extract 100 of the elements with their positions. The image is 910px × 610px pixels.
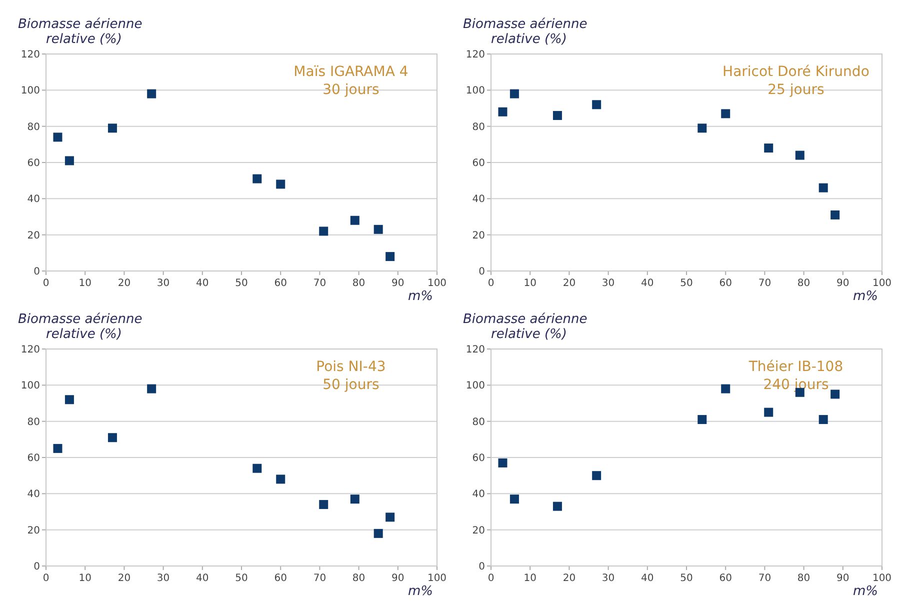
y-tick-label: 60 bbox=[27, 453, 40, 464]
point bbox=[252, 174, 262, 184]
text: 30 jours bbox=[322, 82, 380, 98]
y-tick-label: 100 bbox=[20, 380, 40, 392]
point bbox=[53, 132, 62, 142]
y-tick-label: 20 bbox=[27, 230, 40, 242]
point bbox=[374, 224, 383, 234]
x-tick-label: 20 bbox=[562, 573, 576, 584]
point bbox=[498, 458, 508, 468]
text: Pois NI-43 bbox=[316, 359, 386, 375]
y-tick-label: 80 bbox=[472, 122, 485, 133]
point bbox=[108, 433, 117, 442]
x-tick-label: 100 bbox=[427, 573, 447, 584]
point bbox=[818, 415, 828, 424]
point bbox=[108, 124, 117, 133]
y-tick-label: 0 bbox=[34, 562, 40, 572]
y-axis-title: Biomasse aérienne relative (%) bbox=[18, 17, 142, 47]
point bbox=[818, 183, 828, 192]
y-tick-label: 0 bbox=[34, 266, 40, 278]
x-tick-label: 10 bbox=[78, 573, 92, 584]
y-tick-label: 100 bbox=[466, 380, 485, 392]
x-tick-label: 60 bbox=[719, 573, 732, 584]
x-tick-label: 70 bbox=[313, 573, 326, 584]
x-tick-label: 10 bbox=[524, 573, 536, 584]
point bbox=[721, 109, 730, 118]
y-axis-title: Biomasse aérienne relative (%) bbox=[463, 17, 588, 47]
point bbox=[350, 216, 360, 225]
y-tick-label: 100 bbox=[466, 86, 485, 97]
point bbox=[552, 110, 562, 120]
point bbox=[252, 464, 262, 473]
y-tick-label: 0 bbox=[478, 562, 485, 572]
x-tick-label: 60 bbox=[719, 278, 732, 289]
x-tick-label: 50 bbox=[680, 278, 693, 289]
y-tick-label: 120 bbox=[20, 50, 40, 60]
point bbox=[830, 390, 840, 399]
x-axis-title: m% bbox=[852, 289, 878, 304]
x-tick-label: 100 bbox=[872, 573, 892, 584]
point bbox=[830, 210, 840, 220]
y-tick-label: 20 bbox=[472, 230, 485, 242]
point bbox=[350, 494, 360, 504]
y-tick-label: 80 bbox=[27, 416, 40, 428]
y-tick-label: 120 bbox=[466, 344, 485, 356]
point bbox=[319, 226, 328, 236]
point bbox=[510, 494, 519, 504]
y-tick-label: 60 bbox=[472, 158, 485, 169]
text: Maïs IGARAMA 4 bbox=[294, 64, 408, 80]
point bbox=[386, 512, 395, 522]
text: Haricot Doré Kirundo bbox=[722, 64, 870, 80]
x-axis-title: m% bbox=[408, 584, 433, 599]
x-tick-label: 50 bbox=[680, 573, 693, 584]
point bbox=[374, 528, 383, 538]
x-tick-label: 20 bbox=[562, 278, 576, 289]
x-tick-label: 60 bbox=[274, 573, 287, 584]
x-tick-label: 20 bbox=[118, 573, 131, 584]
y-axis-title: Biomasse aérienne relative (%) bbox=[18, 312, 142, 342]
point bbox=[592, 471, 602, 480]
point bbox=[64, 395, 74, 404]
x-tick-label: 40 bbox=[641, 573, 654, 584]
point bbox=[698, 124, 707, 133]
x-tick-label: 80 bbox=[797, 278, 810, 289]
point bbox=[319, 500, 328, 510]
x-tick-label: 0 bbox=[488, 278, 494, 289]
x-tick-label: 0 bbox=[488, 573, 494, 584]
x-tick-label: 70 bbox=[313, 278, 326, 289]
y-tick-label: 100 bbox=[20, 86, 40, 97]
text: Théier IB-108 bbox=[748, 359, 844, 375]
x-tick-label: 40 bbox=[641, 278, 654, 289]
y-tick-label: 40 bbox=[472, 489, 485, 500]
point bbox=[147, 384, 156, 394]
x-tick-label: 60 bbox=[274, 278, 287, 289]
point bbox=[64, 156, 74, 166]
x-axis-title: m% bbox=[408, 289, 433, 304]
x-tick-label: 100 bbox=[872, 278, 892, 289]
x-tick-label: 0 bbox=[42, 278, 50, 289]
x-tick-label: 30 bbox=[602, 573, 615, 584]
y-tick-label: 80 bbox=[472, 416, 485, 428]
x-tick-label: 0 bbox=[42, 573, 50, 584]
point bbox=[552, 502, 562, 511]
x-tick-label: 80 bbox=[797, 573, 810, 584]
x-tick-label: 30 bbox=[156, 573, 170, 584]
x-tick-label: 90 bbox=[392, 573, 404, 584]
point bbox=[764, 408, 774, 417]
y-tick-label: 0 bbox=[478, 266, 485, 278]
y-tick-label: 20 bbox=[472, 525, 485, 536]
point bbox=[147, 89, 156, 98]
point bbox=[276, 474, 286, 484]
point bbox=[498, 107, 508, 116]
y-tick-label: 120 bbox=[466, 50, 485, 60]
y-tick-label: 40 bbox=[27, 489, 40, 500]
text: 50 jours bbox=[322, 377, 380, 393]
x-tick-label: 10 bbox=[78, 278, 92, 289]
point bbox=[510, 89, 519, 98]
x-tick-label: 90 bbox=[836, 278, 850, 289]
x-tick-label: 10 bbox=[524, 278, 536, 289]
point bbox=[721, 384, 730, 394]
x-tick-label: 30 bbox=[602, 278, 615, 289]
x-tick-label: 70 bbox=[758, 573, 772, 584]
point bbox=[386, 252, 395, 262]
point bbox=[764, 144, 774, 153]
x-tick-label: 80 bbox=[352, 573, 366, 584]
